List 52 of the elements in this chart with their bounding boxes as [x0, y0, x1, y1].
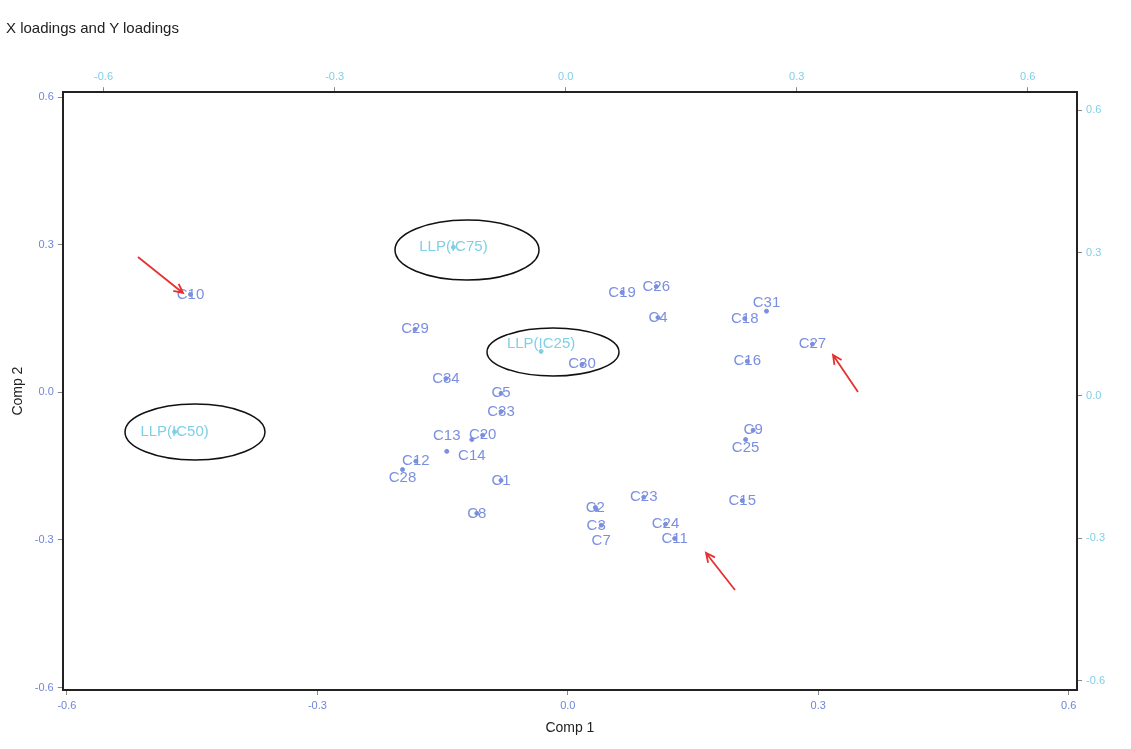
data-label: C28	[388, 467, 417, 485]
data-label: C9	[743, 420, 763, 438]
data-label: LLP(IC50)	[140, 421, 209, 439]
x2-tick-label: -0.3	[325, 69, 345, 82]
x-tick-label: 0.6	[1061, 698, 1077, 711]
y2-tick-label: 0.6	[1086, 103, 1102, 116]
y-tick-label: 0.0	[38, 385, 54, 398]
data-label: C1	[491, 470, 511, 488]
data-label: C7	[591, 531, 611, 549]
data-label: C26	[642, 276, 671, 294]
x-tick-label: -0.3	[307, 698, 327, 711]
x2-tick-label: 0.0	[558, 69, 574, 82]
x2-tick-label: -0.6	[94, 69, 114, 82]
y-axis-title: Comp 2	[9, 366, 26, 416]
y-tick-label: -0.3	[34, 532, 54, 545]
data-label: C18	[731, 308, 759, 326]
data-label: LLP(IC25)	[506, 333, 576, 351]
data-label: C16	[733, 351, 762, 369]
data-label: C14	[458, 445, 486, 463]
data-label: C5	[491, 383, 511, 401]
y-tick-label: 0.3	[38, 237, 54, 250]
data-label: C25	[731, 437, 760, 455]
y-tick-label: -0.6	[34, 680, 54, 693]
x-tick-label: 0.3	[810, 698, 826, 711]
data-label: C8	[467, 503, 487, 521]
chart-title: X loadings and Y loadings	[6, 19, 179, 37]
data-label: C4	[648, 307, 668, 325]
data-label: C27	[798, 334, 827, 352]
data-label: C29	[401, 319, 429, 337]
x2-tick-label: 0.6	[1020, 69, 1036, 82]
x-tick-label: -0.6	[57, 698, 77, 711]
x-axis-title: Comp 1	[545, 719, 595, 736]
data-label: C33	[487, 401, 515, 419]
data-label: LLP(IC75)	[419, 237, 488, 255]
data-label: C23	[630, 487, 658, 505]
y2-tick-label: 0.3	[1086, 245, 1102, 258]
x2-tick-label: 0.3	[789, 69, 805, 82]
data-label: C34	[432, 368, 460, 386]
y2-tick-label: 0.0	[1086, 388, 1102, 401]
data-label: C15	[728, 490, 757, 508]
data-label: C30	[568, 354, 596, 372]
y-tick-label: 0.6	[38, 90, 54, 103]
data-label: C2	[585, 497, 605, 515]
data-label: C11	[661, 528, 688, 546]
data-label: C13	[433, 425, 461, 443]
y2-tick-label: -0.3	[1086, 531, 1106, 544]
data-label: C12	[402, 451, 430, 469]
data-label: C19	[608, 282, 636, 300]
x-tick-label: 0.0	[560, 698, 576, 711]
data-label: C20	[468, 425, 497, 443]
y2-tick-label: -0.6	[1086, 674, 1106, 686]
data-label: C31	[752, 293, 781, 311]
